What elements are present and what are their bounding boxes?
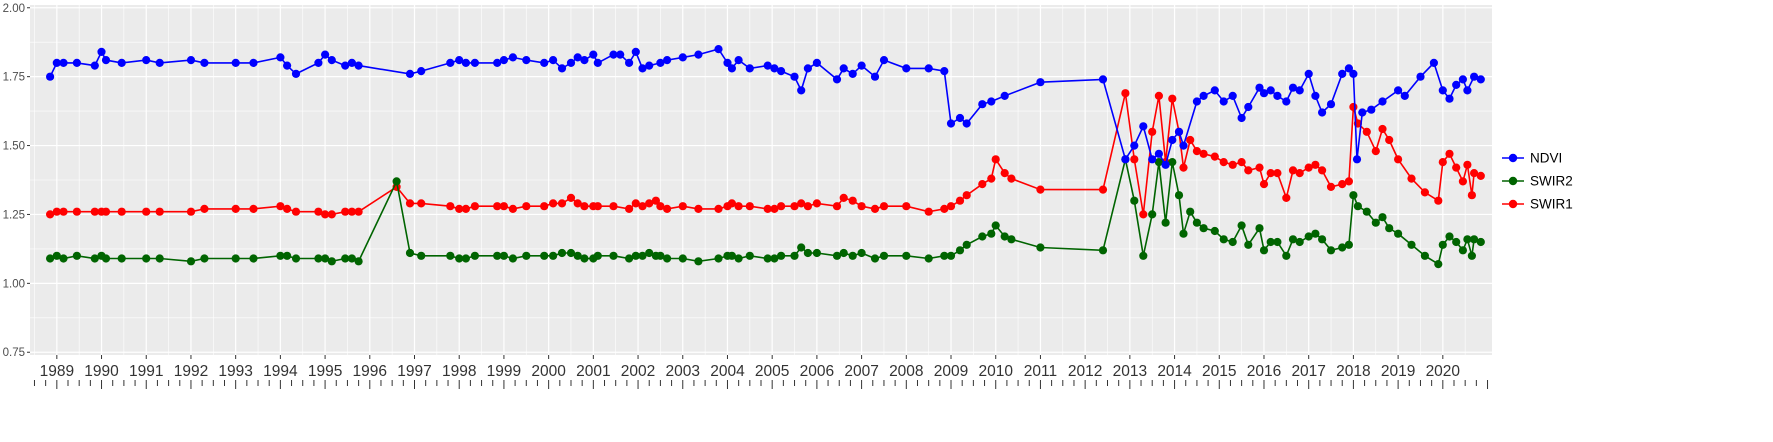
x-axis-label: 1990 <box>84 363 119 380</box>
x-axis-label: 2003 <box>666 363 700 380</box>
legend-key-point-swir2 <box>1508 176 1518 186</box>
x-axis-labels: 1989 1990 1991 1992 1993 1994 1995 1996 1997 1998… <box>40 363 1461 380</box>
x-axis-label: 1999 <box>487 363 521 380</box>
legend-key-point-swir1 <box>1508 199 1518 209</box>
x-axis-label: 2000 <box>531 363 566 380</box>
x-axis-label: 1996 <box>353 363 387 380</box>
x-axis-minor-ticks <box>33 380 1489 389</box>
x-axis-label: 2004 <box>710 363 745 380</box>
x-axis-label: 1998 <box>442 363 476 380</box>
grid-minor <box>30 5 1492 355</box>
x-axis-label: 2017 <box>1291 363 1325 380</box>
y-axis-label: 2.00 <box>3 3 25 15</box>
x-axis-label: 1989 <box>40 363 74 380</box>
x-axis-label: 2005 <box>755 363 789 380</box>
legend: NDVI SWIR2 SWIR1 <box>1502 151 1573 212</box>
legend-item-swir2: SWIR2 <box>1502 174 1573 189</box>
x-axis-ticks <box>56 355 1444 359</box>
x-axis-label: 2012 <box>1068 363 1102 380</box>
series-swir2-points <box>46 155 1485 269</box>
x-axis-label: 2001 <box>576 363 610 380</box>
x-axis-label: 1993 <box>218 363 252 380</box>
y-axis-label: 1.50 <box>3 141 25 153</box>
x-axis-label: 2018 <box>1336 363 1370 380</box>
x-axis-label: 2019 <box>1381 363 1415 380</box>
y-axis-labels: 0.75 1.00 1.25 1.50 1.75 2.00 <box>3 3 25 359</box>
y-axis-label: 0.75 <box>3 347 25 359</box>
x-axis-label: 2013 <box>1113 363 1147 380</box>
x-axis-label: 1995 <box>308 363 342 380</box>
y-axis-label: 1.00 <box>3 278 25 290</box>
y-axis-ticks <box>27 7 30 353</box>
x-axis-label: 2008 <box>889 363 923 380</box>
x-axis-label: 2015 <box>1202 363 1236 380</box>
x-axis-label: 2014 <box>1157 363 1192 380</box>
x-axis-label: 2016 <box>1247 363 1281 380</box>
x-axis-label: 1994 <box>263 363 298 380</box>
legend-label-swir1: SWIR1 <box>1530 197 1573 212</box>
x-axis-label: 2007 <box>844 363 878 380</box>
legend-item-swir1: SWIR1 <box>1502 197 1573 212</box>
x-axis-label: 2011 <box>1024 363 1057 380</box>
x-axis-label: 1997 <box>397 363 431 380</box>
x-axis-label: 2010 <box>978 363 1013 380</box>
x-axis-label: 1991 <box>129 363 163 380</box>
x-axis-label: 2002 <box>621 363 655 380</box>
x-axis-label: 2020 <box>1426 363 1461 380</box>
y-axis-label: 1.75 <box>3 72 25 84</box>
legend-label-ndvi: NDVI <box>1530 151 1562 166</box>
y-axis-label: 1.25 <box>3 209 25 221</box>
legend-key-point-ndvi <box>1508 153 1518 163</box>
series-ndvi-points <box>46 45 1485 169</box>
grid-major <box>30 5 1492 355</box>
x-axis-label: 2006 <box>800 363 834 380</box>
x-axis-label: 2009 <box>934 363 968 380</box>
legend-item-ndvi: NDVI <box>1502 151 1562 166</box>
legend-label-swir2: SWIR2 <box>1530 174 1573 189</box>
x-axis-label: 1992 <box>174 363 208 380</box>
